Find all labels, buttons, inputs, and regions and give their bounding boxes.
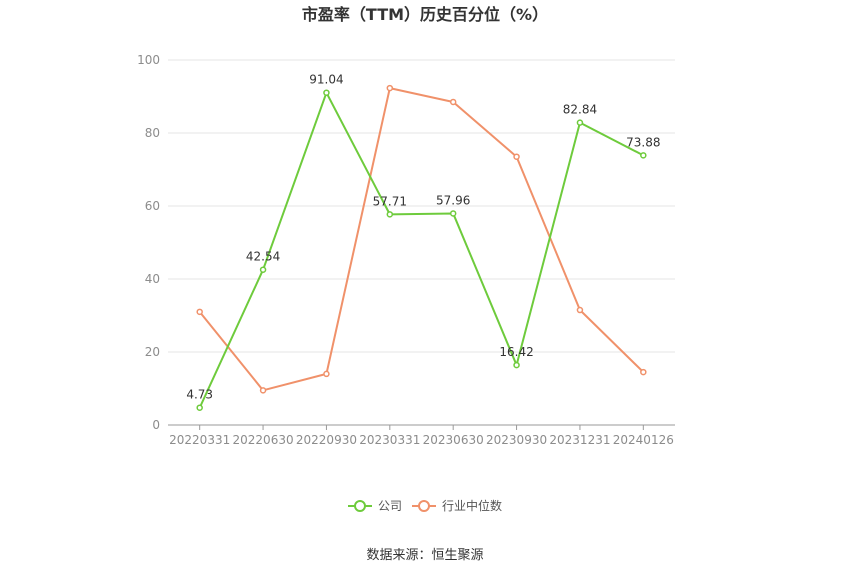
- legend-marker-icon: [354, 500, 366, 512]
- y-tick-label: 100: [137, 53, 160, 67]
- legend-item-industry-median[interactable]: 行业中位数: [412, 498, 502, 513]
- data-point[interactable]: [259, 387, 267, 394]
- data-label: 82.84: [563, 103, 597, 117]
- data-point[interactable]: [449, 210, 457, 217]
- data-label: 16.42: [499, 345, 533, 359]
- series-company: 4.73 42.54 91.04 57.71 57.96 16.42 82.84 73.88: [186, 73, 660, 411]
- data-point[interactable]: [449, 98, 457, 106]
- series-layer: 4.73 42.54 91.04 57.71 57.96 16.42 82.84 73.88: [186, 73, 660, 411]
- source-note: 数据来源：恒生聚源: [366, 548, 483, 563]
- series-line: [198, 87, 645, 392]
- x-tick-label: 20230331: [359, 433, 420, 447]
- x-tick-label: 20230630: [423, 433, 484, 447]
- data-point[interactable]: [196, 404, 203, 411]
- y-tick-label: 60: [145, 199, 160, 213]
- data-point[interactable]: [513, 361, 520, 369]
- grid: [168, 59, 675, 353]
- data-point[interactable]: [640, 152, 647, 159]
- y-tick-label: 20: [145, 345, 160, 359]
- data-point[interactable]: [323, 370, 330, 378]
- y-tick-label: 0: [152, 418, 160, 432]
- series-industry-median: [196, 84, 647, 394]
- x-tick-label: 20230930: [486, 433, 547, 447]
- x-tick-label: 20231231: [549, 433, 610, 447]
- series-line: [198, 91, 644, 409]
- data-point[interactable]: [259, 266, 267, 273]
- legend[interactable]: 公司 行业中位数: [348, 498, 502, 513]
- data-label: 4.73: [186, 388, 213, 402]
- data-point[interactable]: [323, 89, 330, 96]
- data-point[interactable]: [196, 308, 203, 316]
- data-point[interactable]: [386, 211, 394, 218]
- legend-marker-icon: [418, 500, 430, 512]
- y-axis: 0 20 40 60 80 100: [137, 53, 160, 432]
- data-point[interactable]: [576, 119, 584, 126]
- data-point[interactable]: [576, 306, 584, 314]
- x-tick-label: 20220930: [296, 433, 357, 447]
- y-tick-label: 40: [145, 272, 160, 286]
- data-label: 73.88: [626, 135, 660, 149]
- x-tick-label: 20220630: [233, 433, 294, 447]
- data-point[interactable]: [640, 368, 647, 376]
- data-label: 57.71: [373, 194, 407, 208]
- data-label: 42.54: [246, 250, 280, 264]
- data-label: 57.96: [436, 193, 470, 207]
- data-point[interactable]: [386, 84, 394, 92]
- x-tick-label: 20240126: [613, 433, 674, 447]
- chart-title: 市盈率（TTM）历史百分位（%）: [302, 5, 548, 24]
- x-axis: 20220331 20220630 20220930 20230331 20230630…: [168, 424, 675, 447]
- legend-item-company[interactable]: 公司: [348, 499, 402, 513]
- x-tick-label: 20220331: [169, 433, 230, 447]
- legend-label: 行业中位数: [442, 498, 502, 513]
- data-label: 91.04: [309, 73, 343, 87]
- y-tick-label: 80: [145, 126, 160, 140]
- data-point[interactable]: [513, 153, 520, 160]
- legend-label: 公司: [378, 499, 402, 513]
